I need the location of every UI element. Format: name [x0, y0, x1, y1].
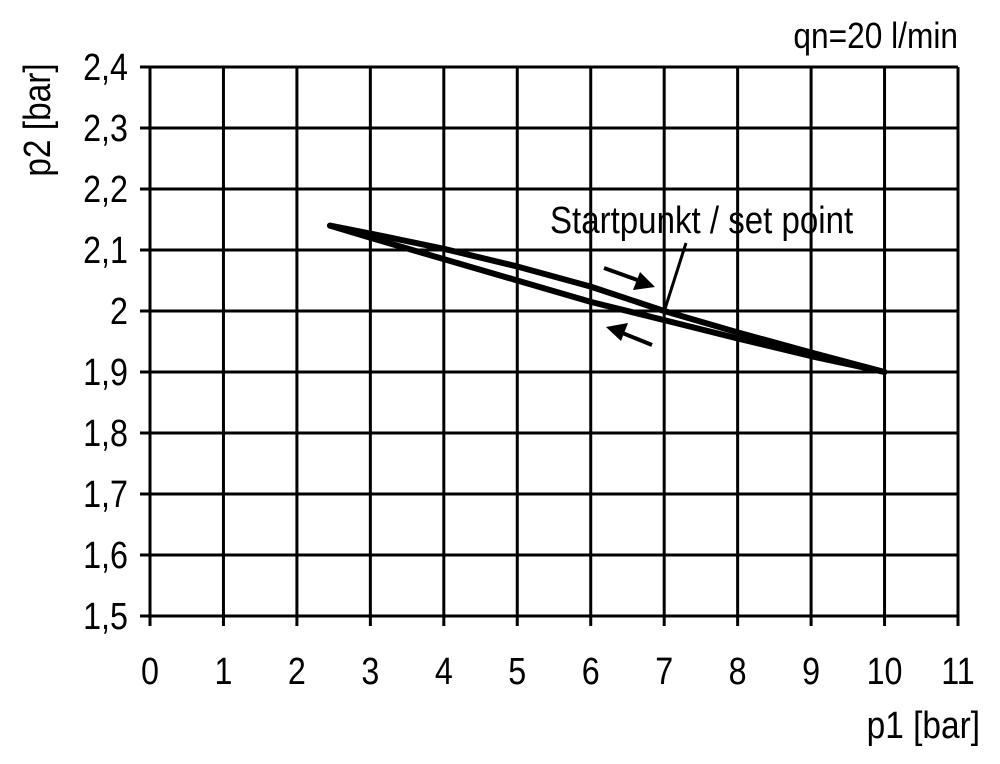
set-point-leader-line	[662, 242, 688, 313]
x-tick-label: 0	[141, 651, 159, 693]
x-tick-label: 2	[288, 651, 306, 693]
x-tick-label: 5	[508, 651, 526, 693]
y-axis-label: p2 [bar]	[16, 63, 58, 176]
x-tick-label: 3	[361, 651, 379, 693]
arrow-increasing-icon	[603, 266, 655, 290]
series-line-decreasing	[326, 222, 888, 375]
series-group	[326, 222, 888, 375]
y-tick-label: 2,3	[83, 108, 128, 150]
y-tick-label: 2,4	[83, 47, 128, 89]
y-tick-label: 1,6	[83, 535, 128, 577]
y-tick-labels: 1,5 1,6 1,7 1,8 1,9 2 2,1 2,2 2,3 2,4	[83, 47, 128, 638]
x-tick-label: 1	[214, 651, 232, 693]
x-tick-label: 6	[582, 651, 600, 693]
flow-rate-annotation: qn=20 l/min	[793, 16, 958, 56]
y-tick-label: 1,8	[83, 413, 128, 455]
x-tick-label: 11	[941, 651, 975, 693]
x-tick-label: 10	[867, 651, 903, 693]
y-tick-label: 1,9	[83, 352, 128, 394]
x-tick-label: 8	[729, 651, 747, 693]
y-tick-label: 2,2	[83, 169, 128, 211]
set-point-label: Startpunkt / set point	[550, 199, 853, 242]
x-axis-label: p1 [bar]	[867, 704, 980, 746]
x-tick-label: 9	[802, 651, 820, 693]
y-tick-label: 1,7	[83, 474, 128, 516]
grid	[140, 65, 960, 626]
x-tick-label: 7	[655, 651, 673, 693]
x-tick-label: 4	[435, 651, 453, 693]
x-tick-labels: 0 1 2 3 4 5 6 7 8 9 10 11	[141, 651, 975, 693]
series-line-increasing	[326, 222, 888, 375]
arrow-decreasing-icon	[606, 323, 653, 347]
y-tick-label: 2	[110, 291, 128, 333]
y-tick-label: 1,5	[83, 596, 128, 638]
y-tick-label: 2,1	[83, 230, 128, 272]
